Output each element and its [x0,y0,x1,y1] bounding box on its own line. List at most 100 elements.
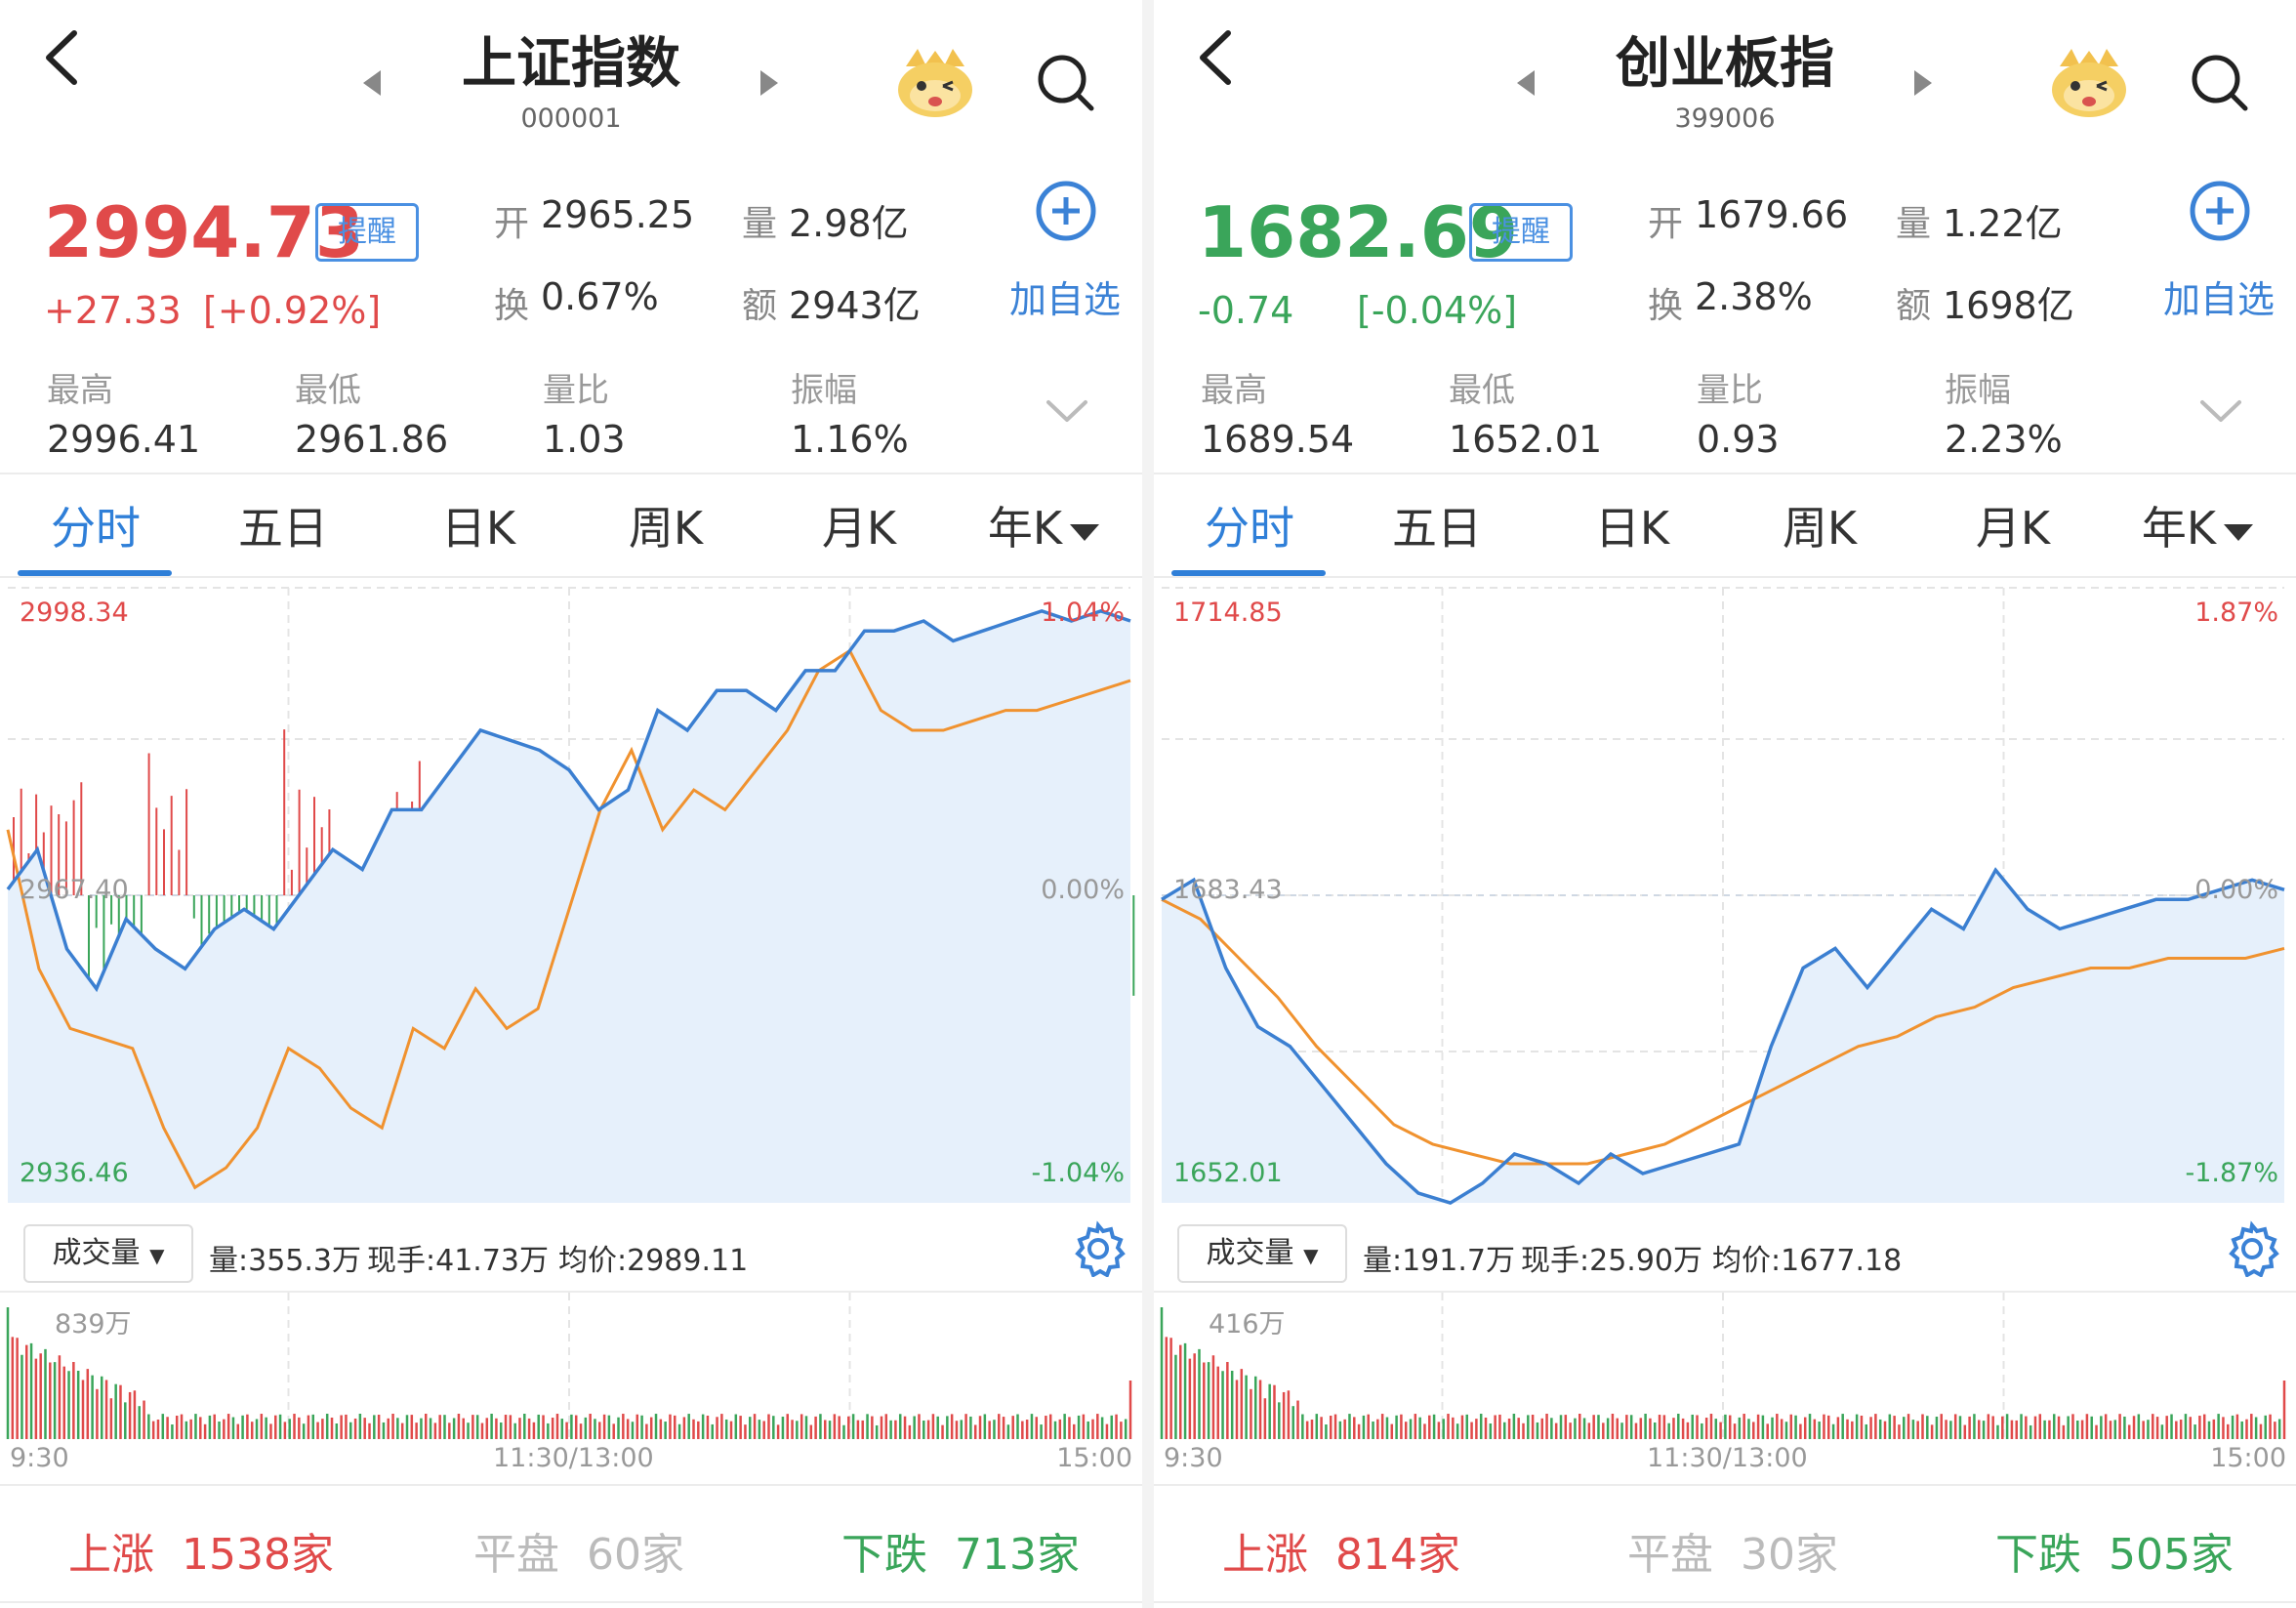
back-arrow-icon[interactable] [1193,27,1238,103]
time-label-midday: 11:30/13:00 [493,1443,654,1473]
stat-value-high: 1689.54 [1201,418,1355,461]
price-area-fill [1162,870,2284,1204]
tab-weekly-k[interactable]: 周K [1782,502,1858,555]
chevron-down-icon[interactable] [2198,398,2243,430]
chevron-down-icon[interactable] [1045,398,1089,430]
volume-info-vol: 量:355.3万 [209,1244,361,1278]
remind-button[interactable]: 提醒 [315,203,419,262]
footer-divider [0,1484,1142,1486]
tab-daily-k[interactable]: 日K [440,502,516,555]
dropdown-triangle-icon [2224,523,2254,541]
volume-chart [1160,1293,2286,1439]
mascot-icon[interactable] [2050,47,2128,123]
axis-bottom-pct: -1.04% [1031,1158,1125,1188]
volume-info-avg: 均价:2989.11 [558,1244,749,1278]
intraday-price-chart[interactable] [0,578,1142,1213]
search-icon[interactable] [2191,54,2249,116]
volume-chart [6,1293,1132,1439]
tab-daily-k[interactable]: 日K [1594,502,1670,555]
dropdown-triangle-icon: ▼ [1303,1244,1319,1267]
advancers-label: 上涨 [1222,1530,1308,1580]
index-code: 399006 [1674,103,1776,134]
advancers: 上涨 1538家 [68,1519,334,1582]
intraday-price-chart[interactable] [1154,578,2296,1213]
tab-five-day[interactable]: 五日 [1392,502,1482,555]
decliners: 下跌 505家 [1995,1519,2234,1582]
current-price: 1682.69 [1198,191,1518,273]
unchanged-count: 30家 [1740,1530,1838,1580]
price-change: +27.33 [44,289,182,332]
mascot-icon[interactable] [896,47,974,123]
avg-price-line [6,648,1131,1190]
stat-value-amplitude: 2.23% [1945,418,2063,461]
tab-yearly-k[interactable]: 年K [2111,484,2286,572]
stat-value-amplitude: 1.16% [791,418,909,461]
open-value: 2965.25 [541,193,695,236]
index-panel-shanghai: 上证指数 000001 2994.73 提醒 +27.33 [+0.92%] 开… [0,0,1142,1608]
volume-info-hand: 现手:25.90万 [1521,1244,1702,1278]
unchanged: 平盘 60家 [473,1519,684,1582]
volume-value: 1.22亿 [1943,202,2063,245]
stat-label-high: 最高 [1201,371,1267,410]
axis-mid-value: 2967.40 [20,875,129,905]
footer-divider [1154,1484,2296,1486]
next-triangle-icon[interactable] [1910,68,1934,102]
tab-monthly-k[interactable]: 月K [1975,502,2051,555]
volume-selector-dropdown[interactable]: 成交量 ▼ [23,1224,193,1283]
turnover-value: 2.38% [1695,275,1813,318]
volume-selector-label: 成交量 [52,1236,141,1270]
axis-bottom-value: 1652.01 [1173,1158,1283,1188]
tab-intraday[interactable]: 分时 [1205,502,1294,555]
current-price: 2994.73 [44,191,364,273]
search-icon[interactable] [1037,54,1095,116]
turnover-label: 换 [494,286,530,326]
header-divider [0,473,1142,474]
axis-mid-pct: 0.00% [1041,875,1125,905]
prev-triangle-icon[interactable] [361,68,385,102]
open-label: 开 [1648,204,1684,244]
tab-monthly-k[interactable]: 月K [821,502,897,555]
remind-button[interactable]: 提醒 [1469,203,1573,262]
gear-icon[interactable] [2224,1220,2280,1281]
stat-value-low: 2961.86 [295,418,449,461]
unchanged-label: 平盘 [1627,1530,1713,1580]
stat-label-amplitude: 振幅 [1945,371,2011,410]
tab-weekly-k[interactable]: 周K [628,502,704,555]
volume-selector-label: 成交量 [1206,1236,1294,1270]
tab-intraday[interactable]: 分时 [51,502,141,555]
add-watchlist-button[interactable]: 加自选 [2163,278,2276,321]
stat-label-low: 最低 [1449,371,1515,410]
stat-value-volume-ratio: 0.93 [1697,418,1780,461]
prev-triangle-icon[interactable] [1515,68,1538,102]
tab-yearly-k-label: 年K [2141,502,2217,555]
open-value: 1679.66 [1695,193,1849,236]
back-arrow-icon[interactable] [39,27,84,103]
add-circle-icon[interactable] [1035,180,1097,246]
open-label: 开 [494,204,530,244]
stat-value-volume-ratio: 1.03 [543,418,626,461]
add-watchlist-button[interactable]: 加自选 [1009,278,1122,321]
price-change-pct: [+0.92%] [203,289,382,332]
price-line [6,608,1131,993]
decliners-count: 505家 [2108,1530,2234,1580]
volume-divider [1154,1291,2296,1293]
decliners-label: 下跌 [1995,1530,2081,1580]
next-triangle-icon[interactable] [757,68,780,102]
tab-yearly-k[interactable]: 年K [957,484,1132,572]
gear-icon[interactable] [1070,1220,1127,1281]
index-title: 创业板指 [1616,32,1834,96]
volume-max-label: 416万 [1209,1309,1286,1340]
axis-mid-pct: 0.00% [2194,875,2278,905]
header-divider [1154,473,2296,474]
index-title: 上证指数 [462,32,680,96]
advancers: 上涨 814家 [1222,1519,1460,1582]
index-code: 000001 [520,103,622,134]
tab-active-underline [1171,570,1326,576]
unchanged-label: 平盘 [473,1530,559,1580]
amount-value: 2943亿 [789,284,921,327]
volume-max-label: 839万 [55,1309,132,1340]
add-circle-icon[interactable] [2189,180,2251,246]
bottom-divider [0,1601,1142,1603]
volume-selector-dropdown[interactable]: 成交量 ▼ [1177,1224,1347,1283]
tab-five-day[interactable]: 五日 [238,502,328,555]
